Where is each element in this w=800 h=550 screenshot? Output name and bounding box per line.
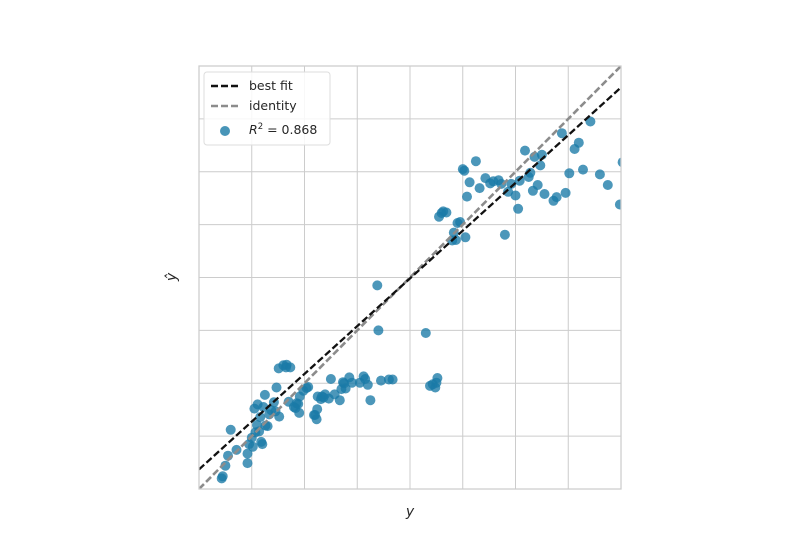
data-point (311, 414, 322, 425)
data-point (294, 407, 305, 418)
data-point (535, 160, 546, 171)
data-point (312, 404, 323, 415)
data-point (274, 411, 285, 422)
data-point (464, 177, 475, 188)
data-point (617, 157, 621, 167)
data-point (594, 169, 605, 180)
data-point (365, 395, 376, 406)
y-axis-label: ŷ (164, 272, 180, 282)
data-point (459, 165, 470, 176)
data-point (556, 128, 567, 139)
data-point (347, 377, 357, 388)
data-point (564, 168, 575, 179)
data-point (340, 383, 351, 394)
legend-box (203, 71, 331, 146)
data-point (585, 116, 596, 127)
data-point (499, 229, 510, 240)
best-fit-line (199, 86, 621, 471)
data-point (602, 180, 613, 190)
data-point (560, 187, 571, 198)
data-point (387, 374, 398, 385)
data-point (539, 189, 550, 199)
data-point (460, 232, 471, 243)
x-axis-label: y (405, 504, 415, 520)
data-point (271, 382, 282, 393)
data-point (242, 448, 253, 459)
data-point (325, 374, 336, 384)
data-point (254, 426, 265, 437)
data-point (450, 235, 461, 245)
data-point (573, 137, 584, 148)
data-point (225, 424, 236, 435)
legend-r2-label: R2 = 0.868 (249, 122, 317, 137)
data-point (220, 460, 231, 471)
legend-r2-sup: 2 (258, 122, 263, 132)
data-point (259, 389, 270, 400)
legend: best fit identity R2 = 0.868 (203, 71, 331, 146)
plot-frame (198, 65, 622, 490)
data-point (285, 362, 296, 373)
legend-r2-prefix: R (249, 122, 258, 137)
legend-identity-label: identity (249, 98, 297, 113)
data-point (217, 471, 228, 482)
data-point (578, 164, 588, 175)
data-point (376, 375, 386, 386)
data-point (614, 199, 621, 210)
data-point (510, 190, 521, 201)
data-point (520, 145, 530, 156)
data-point (247, 441, 258, 452)
data-point (242, 458, 253, 469)
data-point (551, 192, 562, 203)
data-point (432, 373, 443, 383)
data-point (503, 186, 514, 197)
data-point (334, 395, 345, 406)
data-point (506, 178, 517, 189)
data-point (255, 412, 266, 423)
legend-best-fit-label: best fit (249, 78, 293, 93)
data-point (372, 280, 383, 291)
data-point (303, 382, 314, 392)
data-point (496, 178, 507, 189)
data-point (462, 191, 472, 202)
fit-lines (199, 66, 621, 489)
data-point (441, 207, 452, 218)
data-point (532, 180, 543, 190)
legend-r2-value: = 0.868 (263, 122, 317, 137)
data-point (474, 183, 485, 194)
data-point (420, 328, 431, 338)
data-point (513, 203, 524, 214)
data-point (258, 402, 269, 412)
legend-r2-swatch (220, 126, 230, 136)
data-point (362, 379, 373, 390)
data-point (257, 439, 268, 450)
data-point (470, 156, 481, 167)
data-point (373, 325, 384, 336)
